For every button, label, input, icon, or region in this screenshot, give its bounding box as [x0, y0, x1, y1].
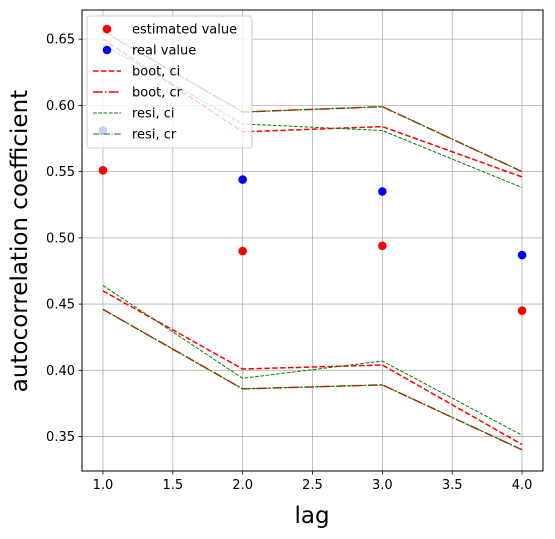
estimated-value-point	[238, 246, 247, 256]
y-tick-label: 0.40	[46, 364, 75, 379]
legend-marker	[102, 24, 112, 34]
y-tick-label: 0.65	[46, 33, 75, 48]
legend-label: boot, cr	[132, 86, 183, 101]
resi-cr-upper-line	[102, 30, 523, 173]
legend: estimated value real value boot, ci boot, c…	[86, 15, 253, 149]
legend-box	[86, 15, 253, 149]
series-lines	[102, 30, 523, 451]
legend-item: boot, ci	[93, 65, 180, 80]
y-axis-title: autocorrelation coefficient	[7, 90, 33, 392]
x-axis-title: lag	[294, 503, 329, 529]
legend-item: estimated value	[102, 23, 237, 38]
x-tick-label: 4.0	[512, 478, 533, 493]
y-tick-label: 0.35	[46, 430, 75, 445]
x-ticks: 1.0 1.5 2.0 2.5 3.0 3.5 4.0	[93, 471, 533, 493]
legend-item: real value	[102, 44, 196, 59]
legend-label: boot, ci	[132, 65, 180, 80]
x-tick-label: 3.0	[372, 478, 393, 493]
boot-ci-lower-line	[102, 290, 523, 446]
y-tick-label: 0.45	[46, 298, 75, 313]
legend-label: real value	[132, 44, 196, 59]
x-tick-label: 1.0	[93, 478, 114, 493]
estimated-value-point	[517, 306, 527, 316]
resi-cr-lower-line	[102, 308, 523, 451]
legend-label: resi, cr	[132, 128, 177, 143]
y-tick-label: 0.50	[46, 231, 75, 246]
real-value-point	[517, 250, 527, 260]
resi-ci-lower-line	[102, 285, 523, 436]
y-tick-label: 0.55	[46, 165, 75, 180]
legend-label: resi, ci	[132, 107, 174, 122]
legend-item: boot, cr	[93, 86, 183, 101]
legend-item: resi, cr	[93, 128, 177, 143]
real-value-point	[378, 187, 387, 196]
y-ticks: 0.35 0.40 0.45 0.50 0.55 0.60 0.65	[46, 33, 82, 445]
x-tick-label: 1.5	[162, 478, 183, 493]
legend-label: estimated value	[132, 23, 237, 38]
x-tick-label: 2.0	[232, 478, 253, 493]
real-value-point	[238, 175, 247, 184]
estimated-value-point	[378, 241, 387, 251]
x-tick-label: 3.5	[442, 478, 463, 493]
legend-item: resi, ci	[93, 107, 174, 122]
y-tick-label: 0.60	[46, 99, 75, 114]
legend-marker	[102, 45, 112, 55]
x-tick-label: 2.5	[302, 478, 323, 493]
estimated-value-point	[98, 165, 108, 175]
